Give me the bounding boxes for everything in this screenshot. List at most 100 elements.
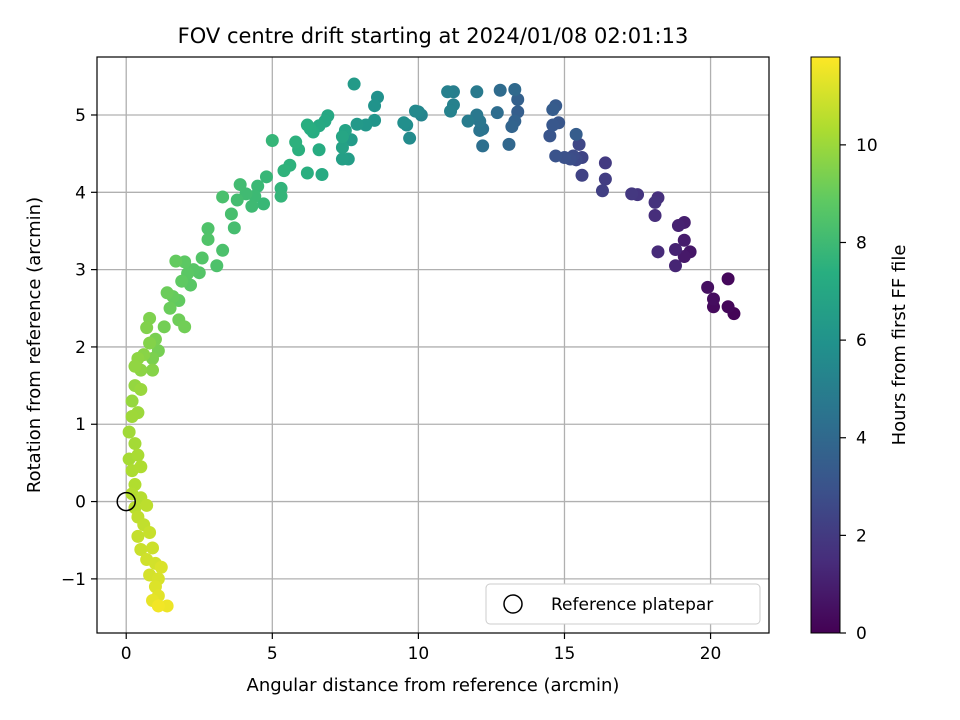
data-point bbox=[651, 245, 665, 259]
data-point bbox=[122, 425, 136, 439]
chart-title: FOV centre drift starting at 2024/01/08 … bbox=[178, 24, 689, 48]
data-point bbox=[473, 123, 487, 137]
data-point bbox=[128, 359, 142, 373]
data-point bbox=[595, 184, 609, 198]
data-point bbox=[201, 222, 215, 236]
data-point bbox=[230, 193, 244, 207]
colorbar-tick-label: 10 bbox=[856, 136, 878, 156]
data-point bbox=[125, 394, 139, 408]
y-tick-label: 2 bbox=[75, 338, 86, 358]
data-point bbox=[131, 529, 145, 543]
data-point bbox=[677, 233, 691, 247]
data-point bbox=[216, 243, 230, 257]
data-point bbox=[546, 103, 560, 117]
legend-box bbox=[485, 583, 761, 625]
data-point bbox=[350, 117, 364, 131]
data-point bbox=[259, 170, 273, 184]
data-point bbox=[598, 172, 612, 186]
data-point bbox=[312, 143, 326, 157]
legend: Reference platepar bbox=[485, 583, 761, 625]
colorbar-tick-label: 2 bbox=[856, 526, 867, 546]
data-point bbox=[441, 85, 455, 99]
colorbar: 0 2 4 6 8 10 Hours from first FF file bbox=[810, 56, 910, 644]
data-point bbox=[505, 120, 519, 134]
data-point bbox=[274, 189, 288, 203]
data-point bbox=[335, 140, 349, 154]
data-points bbox=[122, 77, 741, 613]
y-axis: −1 0 1 2 3 4 5 bbox=[61, 106, 97, 590]
data-point bbox=[134, 382, 148, 396]
data-point bbox=[134, 542, 148, 556]
x-tick-label: 5 bbox=[267, 644, 278, 664]
reference-marker bbox=[116, 491, 136, 512]
data-point bbox=[508, 82, 522, 96]
x-tick-label: 15 bbox=[554, 644, 576, 664]
data-point bbox=[210, 259, 224, 273]
data-point bbox=[163, 301, 177, 315]
data-point bbox=[569, 127, 583, 141]
x-tick-label: 0 bbox=[121, 644, 132, 664]
data-point bbox=[146, 541, 160, 555]
data-point bbox=[178, 320, 192, 334]
data-point bbox=[543, 129, 557, 143]
data-point bbox=[140, 498, 154, 512]
data-point bbox=[625, 187, 639, 201]
data-point bbox=[648, 195, 662, 209]
colorbar-tick-label: 8 bbox=[856, 233, 867, 253]
data-point bbox=[549, 149, 563, 163]
data-point bbox=[669, 259, 683, 273]
plot-background bbox=[97, 57, 769, 633]
data-point bbox=[251, 179, 265, 193]
y-tick-label: 1 bbox=[75, 415, 86, 435]
data-point bbox=[677, 249, 691, 263]
data-point bbox=[572, 137, 586, 151]
colorbar-label: Hours from first FF file bbox=[889, 245, 910, 446]
colorbar-gradient bbox=[810, 56, 841, 634]
data-point bbox=[721, 272, 735, 286]
y-tick-label: 5 bbox=[75, 106, 86, 126]
data-point bbox=[224, 207, 238, 221]
legend-marker bbox=[503, 594, 523, 614]
x-axis-label: Angular distance from reference (arcmin) bbox=[247, 675, 620, 696]
data-point bbox=[134, 460, 148, 474]
data-point bbox=[648, 208, 662, 222]
data-point bbox=[257, 197, 271, 211]
data-point bbox=[315, 168, 329, 182]
colorbar-tick-label: 4 bbox=[856, 429, 867, 449]
data-point bbox=[201, 232, 215, 246]
data-point bbox=[154, 560, 168, 574]
data-point bbox=[140, 321, 154, 335]
data-point bbox=[227, 221, 241, 235]
data-point bbox=[169, 254, 183, 268]
colorbar-tick-label: 0 bbox=[856, 624, 867, 644]
x-tick-label: 20 bbox=[700, 644, 722, 664]
data-point bbox=[701, 280, 715, 294]
data-point bbox=[490, 106, 504, 120]
data-point bbox=[277, 164, 291, 178]
colorbar-ticks: 0 2 4 6 8 10 bbox=[840, 136, 878, 644]
x-axis: 0 5 10 15 20 bbox=[121, 633, 722, 664]
data-point bbox=[511, 93, 525, 107]
data-point bbox=[546, 118, 560, 132]
colorbar-tick-label: 6 bbox=[856, 331, 867, 351]
data-point bbox=[131, 448, 145, 462]
data-point bbox=[143, 336, 157, 350]
data-point bbox=[216, 190, 230, 204]
data-point bbox=[300, 118, 314, 132]
data-point bbox=[397, 116, 411, 130]
data-point bbox=[175, 274, 189, 288]
data-point bbox=[470, 85, 484, 99]
data-point bbox=[575, 168, 589, 182]
data-point bbox=[502, 137, 516, 151]
data-point bbox=[721, 300, 735, 314]
data-point bbox=[146, 363, 160, 377]
data-point bbox=[245, 199, 259, 213]
data-point bbox=[408, 104, 422, 118]
y-tick-label: −1 bbox=[61, 570, 86, 590]
data-point bbox=[476, 139, 490, 153]
data-point bbox=[403, 131, 417, 145]
data-point bbox=[493, 83, 507, 97]
data-point bbox=[128, 437, 142, 451]
data-point bbox=[157, 320, 171, 334]
